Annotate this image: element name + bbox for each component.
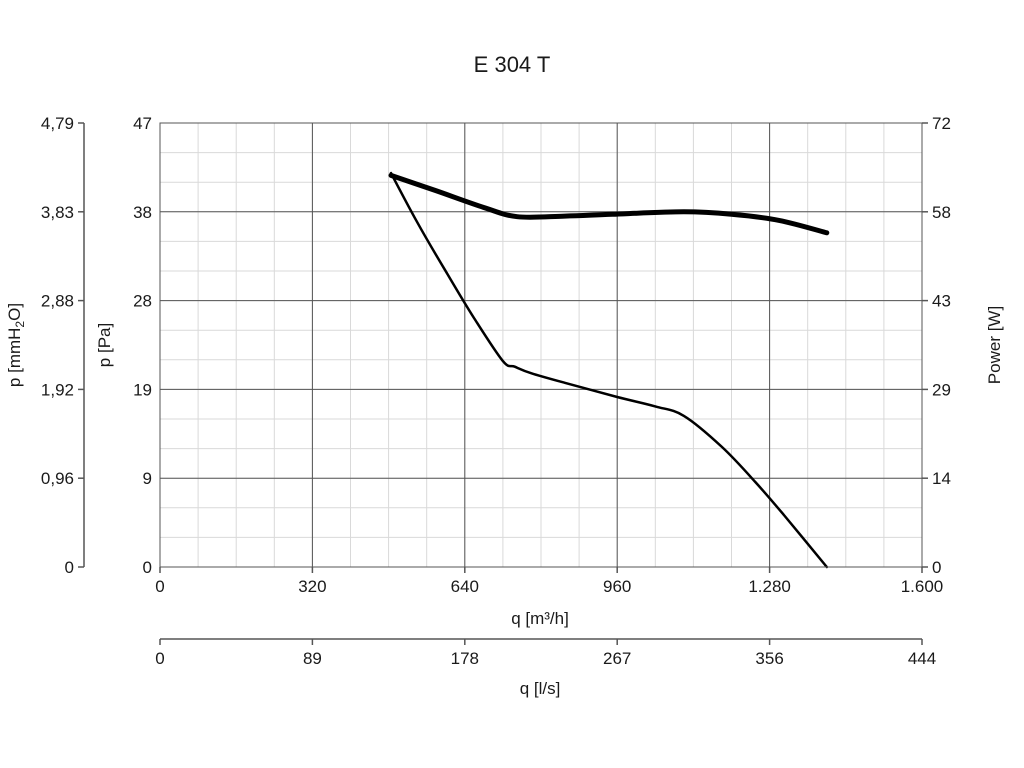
y-right-tick-label: 58 (932, 203, 951, 222)
x-tick-label: 640 (451, 577, 479, 596)
x2-tick-label: 178 (451, 649, 479, 668)
x-tick-label: 320 (298, 577, 326, 596)
x2-tick-label: 356 (755, 649, 783, 668)
y-tick-label: 19 (133, 380, 152, 399)
curves (388, 171, 830, 569)
chart-title: E 304 T (474, 52, 551, 77)
x-axis-label-m3h: q [m³/h] (511, 609, 569, 628)
y-axis-label-pa: p [Pa] (95, 323, 114, 367)
y-tick-label: 47 (133, 114, 152, 133)
x2-tick-label: 0 (155, 649, 164, 668)
x-axis-label-ls: q [l/s] (520, 679, 561, 698)
x-tick-label: 1.280 (748, 577, 791, 596)
y-outer-tick-label: 4,79 (41, 114, 74, 133)
grid (159, 122, 923, 568)
plot-frame (159, 122, 923, 568)
y-tick-label: 0 (143, 558, 152, 577)
x2-tick-label: 444 (908, 649, 936, 668)
y-tick-label: 9 (143, 469, 152, 488)
x-tick-label: 1.600 (901, 577, 944, 596)
y-tick-label: 28 (133, 292, 152, 311)
y-right-tick-label: 43 (932, 292, 951, 311)
y-outer-tick-label: 2,88 (41, 292, 74, 311)
y-outer-tick-label: 1,92 (41, 380, 74, 399)
power-curve (388, 172, 830, 236)
y-outer-axis-label-mmh2o: p [mmH2O] (5, 303, 27, 387)
y-tick-label: 38 (133, 203, 152, 222)
y-outer-tick-label: 3,83 (41, 203, 74, 222)
y-right-tick-label: 14 (932, 469, 951, 488)
y-right-tick-label: 72 (932, 114, 951, 133)
x-tick-label: 0 (155, 577, 164, 596)
x2-tick-label: 89 (303, 649, 322, 668)
y-outer-tick-label: 0,96 (41, 469, 74, 488)
y-right-tick-label: 0 (932, 558, 941, 577)
y-right-axis-label-power: Power [W] (985, 306, 1004, 384)
y-right-tick-label: 29 (932, 380, 951, 399)
pressure-curve (389, 171, 829, 569)
x-tick-label: 960 (603, 577, 631, 596)
x2-tick-label: 267 (603, 649, 631, 668)
y-outer-tick-label: 0 (65, 558, 74, 577)
